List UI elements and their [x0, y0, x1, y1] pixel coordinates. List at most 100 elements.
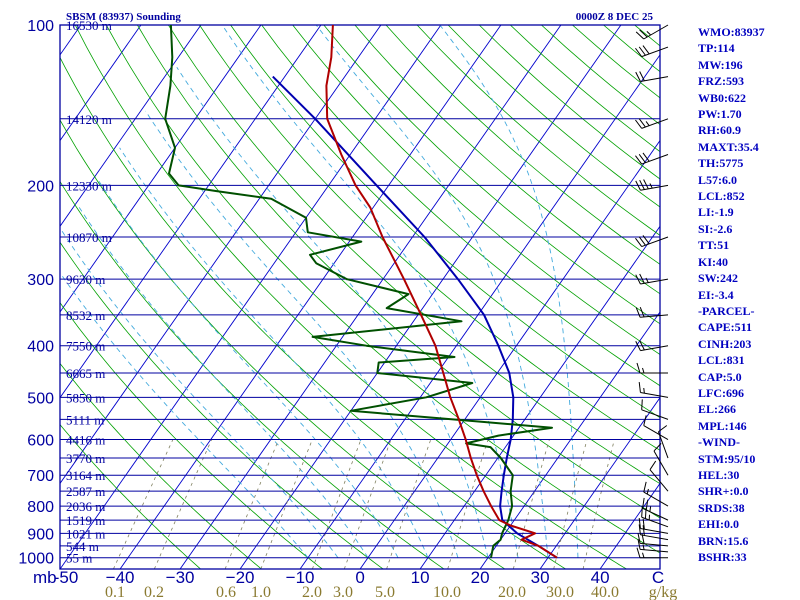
mixing-ratio-line: [386, 439, 432, 569]
wind-barb: [635, 340, 669, 352]
height-label: 1021 m: [66, 526, 105, 541]
isotherm-line: [239, 25, 622, 569]
mixing-ratio-line: [312, 439, 362, 569]
index-item: BSHR:33: [698, 550, 747, 564]
height-label: 4416 m: [66, 433, 105, 448]
moist-adiabat-line: [78, 207, 369, 558]
wind-barb: [649, 460, 669, 492]
height-label: 2036 m: [66, 499, 105, 514]
mixing-ratio-label: 3.0: [333, 584, 353, 600]
wind-barb: [657, 425, 669, 459]
height-label: 1519 m: [66, 513, 105, 528]
height-label: 2587 m: [66, 484, 105, 499]
index-item: BRN:15.6: [698, 533, 749, 548]
isotherm-line: [60, 25, 322, 399]
isotherm-line: [359, 139, 660, 569]
index-item: -PARCEL-: [698, 303, 755, 318]
mixing-ratio-label: 0.2: [144, 584, 164, 600]
index-item: L57:6.0: [698, 172, 737, 187]
height-label: 3770 m: [66, 451, 105, 466]
height-label: 8532 m: [66, 308, 105, 323]
index-item: RH:60.9: [698, 123, 741, 138]
pressure-label: 900: [27, 526, 54, 543]
index-item: CINH:203: [698, 336, 752, 351]
dry-adiabat-line: [199, 25, 660, 451]
isotherm-line: [479, 311, 660, 569]
mixing-ratio-line: [153, 439, 213, 569]
dry-adiabat-line: [60, 302, 323, 569]
dry-adiabat-line: [60, 180, 445, 569]
wind-barbs: [635, 24, 669, 559]
index-item: MPL:146: [698, 418, 747, 433]
mixing-ratio-line: [582, 439, 615, 569]
index-item: CAP:5.0: [698, 369, 742, 384]
wind-barb: [653, 443, 669, 476]
isobar-lines: [60, 24, 660, 559]
mixing-ratio-line: [553, 439, 588, 569]
mixing-ratio-label: 2.0: [302, 584, 322, 600]
index-item: SW:242: [698, 271, 739, 286]
height-label: 16530 m: [66, 18, 112, 33]
index-item: WB0:622: [698, 90, 746, 105]
isotherm-line: [539, 396, 660, 569]
isotherm-line: [60, 25, 442, 569]
moist-adiabat-line: [221, 25, 519, 558]
index-item: SRDS:38: [698, 500, 745, 515]
temperature-tick-label: 10: [411, 568, 430, 587]
height-label: 14120 m: [66, 112, 112, 127]
mixing-ratio-label: 0.1: [105, 584, 125, 600]
index-item: FRZ:593: [698, 74, 744, 89]
mixing-ratio-unit-label: g/kg: [649, 584, 677, 600]
mixing-ratio-line: [447, 439, 489, 569]
index-item: HEL:30: [698, 467, 740, 482]
pressure-label: 800: [27, 499, 54, 516]
wind-barb: [635, 152, 669, 165]
wind-barb: [635, 179, 669, 191]
pressure-label: 700: [27, 468, 54, 485]
isotherm-line: [60, 25, 382, 485]
temperature-tick-label: 40: [591, 568, 610, 587]
dry-adiabat-lines: [60, 25, 660, 569]
dry-adiabat-line: [354, 25, 660, 295]
wind-barb: [643, 415, 669, 440]
index-item: EHI:0.0: [698, 517, 740, 532]
temperature-tick-label: −20: [226, 568, 255, 587]
index-item: EI:-3.4: [698, 287, 734, 302]
index-item: TP:114: [698, 41, 735, 56]
mixing-ratio-line: [343, 439, 392, 569]
isotherm-line: [60, 25, 262, 313]
pressure-label: 200: [27, 178, 54, 195]
dry-adiabat-line: [105, 25, 660, 554]
index-item: CAPE:511: [698, 320, 752, 335]
height-label: 9630 m: [66, 272, 105, 287]
moist-adiabat-line: [439, 25, 579, 558]
dry-adiabat-line: [74, 25, 627, 569]
pressure-label: 100: [27, 18, 54, 35]
index-item: LFC:696: [698, 385, 744, 400]
index-item: WMO:83937: [698, 25, 765, 39]
dry-adiabat-line: [60, 119, 506, 569]
index-item: SI:-2.6: [698, 221, 733, 236]
index-item: STM:95/10: [698, 451, 756, 466]
mixing-ratio-lines: [113, 439, 615, 569]
dry-adiabat-line: [292, 25, 660, 355]
wind-barb: [637, 539, 669, 553]
wind-barb: [635, 118, 669, 129]
height-label: 55 m: [66, 551, 92, 566]
dry-adiabat-line: [323, 25, 660, 325]
index-item: LCL:831: [698, 353, 745, 368]
mixing-ratio-label: 10.0: [433, 584, 461, 600]
mixing-ratio-label: 20.0: [498, 584, 526, 600]
pressure-label: 500: [27, 390, 54, 407]
mixing-ratio-line: [512, 439, 550, 569]
index-item: KI:40: [698, 254, 728, 269]
pressure-label: 600: [27, 433, 54, 450]
index-item: SHR+:0.0: [698, 484, 749, 499]
dewpoint-profile-line: [164, 25, 553, 558]
temperature-tick-label: 30: [531, 568, 550, 587]
x-axis-unit-label: mb: [33, 568, 57, 587]
temperature-tick-label: −10: [286, 568, 315, 587]
index-item: TH:5775: [698, 156, 744, 171]
mixing-ratio-line: [113, 439, 174, 569]
